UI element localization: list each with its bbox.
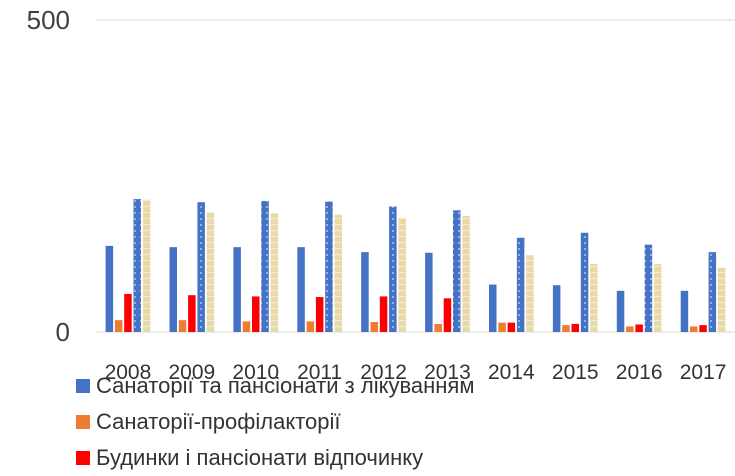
bar: [462, 215, 470, 332]
x-tick-label: 2010: [232, 361, 279, 384]
legend-item: Санаторії та пансіонати з лікуванням: [76, 368, 474, 404]
y-axis-ticks: 0 500: [27, 5, 70, 347]
x-tick-label: 2014: [488, 361, 535, 384]
bar: [370, 322, 378, 332]
bar: [680, 290, 689, 332]
bar: [425, 252, 433, 332]
bar: [252, 296, 260, 332]
bar: [361, 252, 369, 332]
bar: [325, 201, 333, 332]
bar: [552, 285, 561, 332]
bar: [169, 247, 177, 332]
bars: [105, 199, 726, 332]
bar: [114, 320, 123, 332]
legend-label: Будинки і пансіонати відпочинку: [96, 445, 424, 470]
bar: [188, 295, 196, 332]
bar: [105, 245, 114, 332]
legend-swatch: [76, 379, 90, 393]
gridlines: [96, 19, 735, 333]
legend-label: Санаторії та пансіонати з лікуванням: [96, 373, 475, 398]
bar: [626, 326, 634, 332]
bar: [562, 325, 570, 332]
bar: [398, 217, 406, 332]
y-tick-label: 0: [56, 317, 70, 347]
bar: [453, 210, 461, 332]
bar: [590, 263, 598, 332]
x-tick-label: 2012: [360, 361, 407, 384]
bar: [690, 326, 698, 332]
x-tick-label: 2017: [680, 361, 727, 384]
bar: [206, 212, 215, 332]
bar: [443, 298, 452, 332]
legend-label: Санаторії-профілакторії: [96, 409, 341, 434]
bar: [261, 200, 269, 332]
bar: [571, 323, 579, 332]
bar: [233, 247, 241, 332]
bar: [516, 237, 525, 332]
bar: [297, 247, 305, 332]
bar: [507, 322, 516, 332]
bar: [434, 323, 442, 332]
x-tick-label: 2013: [424, 361, 471, 384]
legend-item: Санаторії-профілакторії: [76, 404, 474, 440]
bar: [306, 321, 315, 332]
bar: [489, 284, 497, 332]
bar: [498, 322, 506, 332]
bar: [644, 244, 653, 332]
y-tick-label: 500: [27, 5, 70, 35]
legend-swatch: [76, 451, 90, 465]
bar: [315, 297, 324, 332]
x-tick-label: 2008: [105, 361, 152, 384]
bar: [717, 267, 726, 332]
bar: [708, 252, 717, 332]
x-tick-label: 2011: [297, 361, 342, 384]
bar: [635, 324, 643, 332]
bar: [654, 263, 662, 332]
bar: [242, 321, 251, 332]
legend-swatch: [76, 415, 90, 429]
bar: [389, 206, 397, 332]
legend-item: Будинки і пансіонати відпочинку: [76, 440, 474, 476]
bar: [526, 255, 534, 332]
bar: [124, 293, 132, 332]
bar: [379, 296, 388, 332]
bar: [142, 199, 151, 332]
x-tick-label: 2009: [168, 361, 215, 384]
x-axis-ticks: 2008 2009 2010 2011 2012 2013 2014 2015 2016 2017: [105, 361, 727, 384]
bar: [616, 290, 625, 332]
x-tick-label: 2016: [616, 361, 663, 384]
bar: [270, 213, 279, 332]
bar: [580, 232, 589, 332]
x-tick-label: 2015: [552, 361, 599, 384]
bar: [178, 320, 187, 332]
bar: [133, 199, 141, 332]
bar: [334, 214, 342, 332]
bar: [699, 325, 707, 332]
legend: Санаторії та пансіонати з лікуванням Сан…: [76, 368, 474, 476]
bar: [197, 202, 205, 332]
